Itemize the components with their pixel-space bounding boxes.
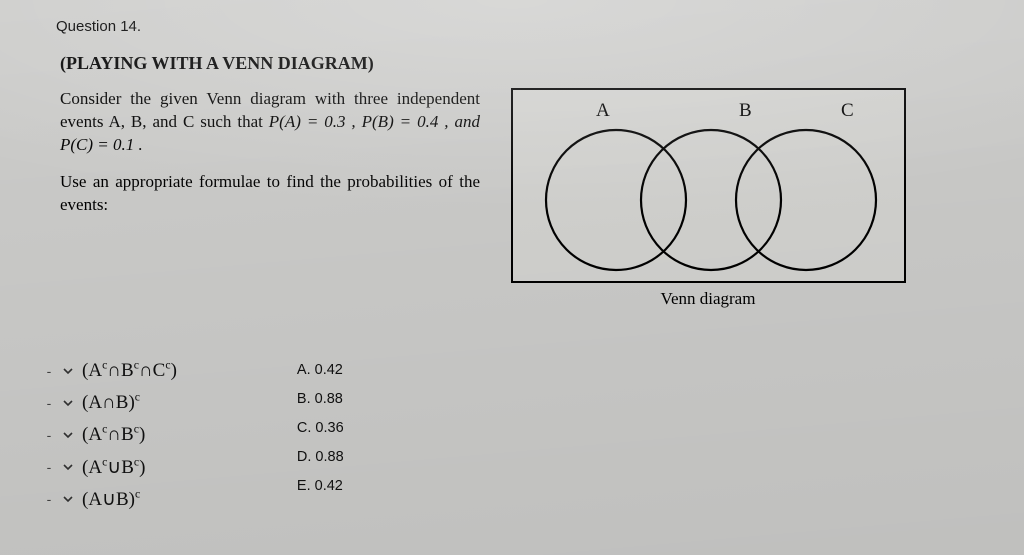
prompt-text: Consider the given Venn diagram with thr… (60, 88, 480, 231)
row-dash: - (42, 395, 56, 411)
match-left-row: - (Ac∩Bc∩Cc) (42, 355, 177, 387)
chevron-down-icon[interactable] (58, 425, 78, 445)
answer-choice: B. 0.88 (297, 384, 344, 413)
chevron-down-icon[interactable] (58, 489, 78, 509)
answer-choice: D. 0.88 (297, 442, 344, 471)
matching-left-column: - (Ac∩Bc∩Cc) - (A∩B)c - (Ac∩Bc) - (Ac∪Bc) - (A∪B)… (42, 355, 177, 515)
answer-choice: E. 0.42 (297, 471, 344, 500)
venn-diagram-wrap: A B C Venn diagram (498, 88, 918, 309)
venn-diagram: A B C (511, 88, 906, 283)
expression: (Ac∩Bc∩Cc) (82, 360, 177, 382)
venn-label-a: A (596, 100, 610, 121)
question-number: Question 14. (56, 18, 974, 35)
match-left-row: - (A∪B)c (42, 483, 177, 515)
matching-area: -(Ac∩Bc∩Cc)-(A∩B)c-(Ac∩Bc)-(Ac∪Bc)-(A∪B)… (60, 355, 974, 515)
match-left-row: - (Ac∩Bc) (42, 419, 177, 451)
matching-right-column: A. 0.42B. 0.88C. 0.36D. 0.88E. 0.42 (297, 355, 344, 500)
row-dash: - (42, 363, 56, 379)
expression: (Ac∪Bc) (82, 456, 145, 479)
expression: (A∪B)c (82, 488, 140, 511)
top-row: Consider the given Venn diagram with thr… (60, 88, 974, 309)
answer-choice: C. 0.36 (297, 413, 344, 442)
answer-choice: A. 0.42 (297, 355, 344, 384)
venn-caption: Venn diagram (661, 289, 756, 309)
expression: (Ac∩Bc) (82, 424, 145, 446)
row-dash: - (42, 491, 56, 507)
page-title: (PLAYING WITH A VENN DIAGRAM) (60, 53, 974, 74)
prompt-p2: Use an appropriate formulae to find the … (60, 171, 480, 217)
expression: (A∩B)c (82, 392, 140, 414)
row-dash: - (42, 427, 56, 443)
chevron-down-icon[interactable] (58, 361, 78, 381)
match-left-row: - (A∩B)c (42, 387, 177, 419)
chevron-down-icon[interactable] (58, 457, 78, 477)
match-left-row: - (Ac∪Bc) (42, 451, 177, 483)
venn-label-b: B (739, 100, 752, 121)
row-dash: - (42, 459, 56, 475)
chevron-down-icon[interactable] (58, 393, 78, 413)
venn-label-c: C (841, 100, 854, 121)
